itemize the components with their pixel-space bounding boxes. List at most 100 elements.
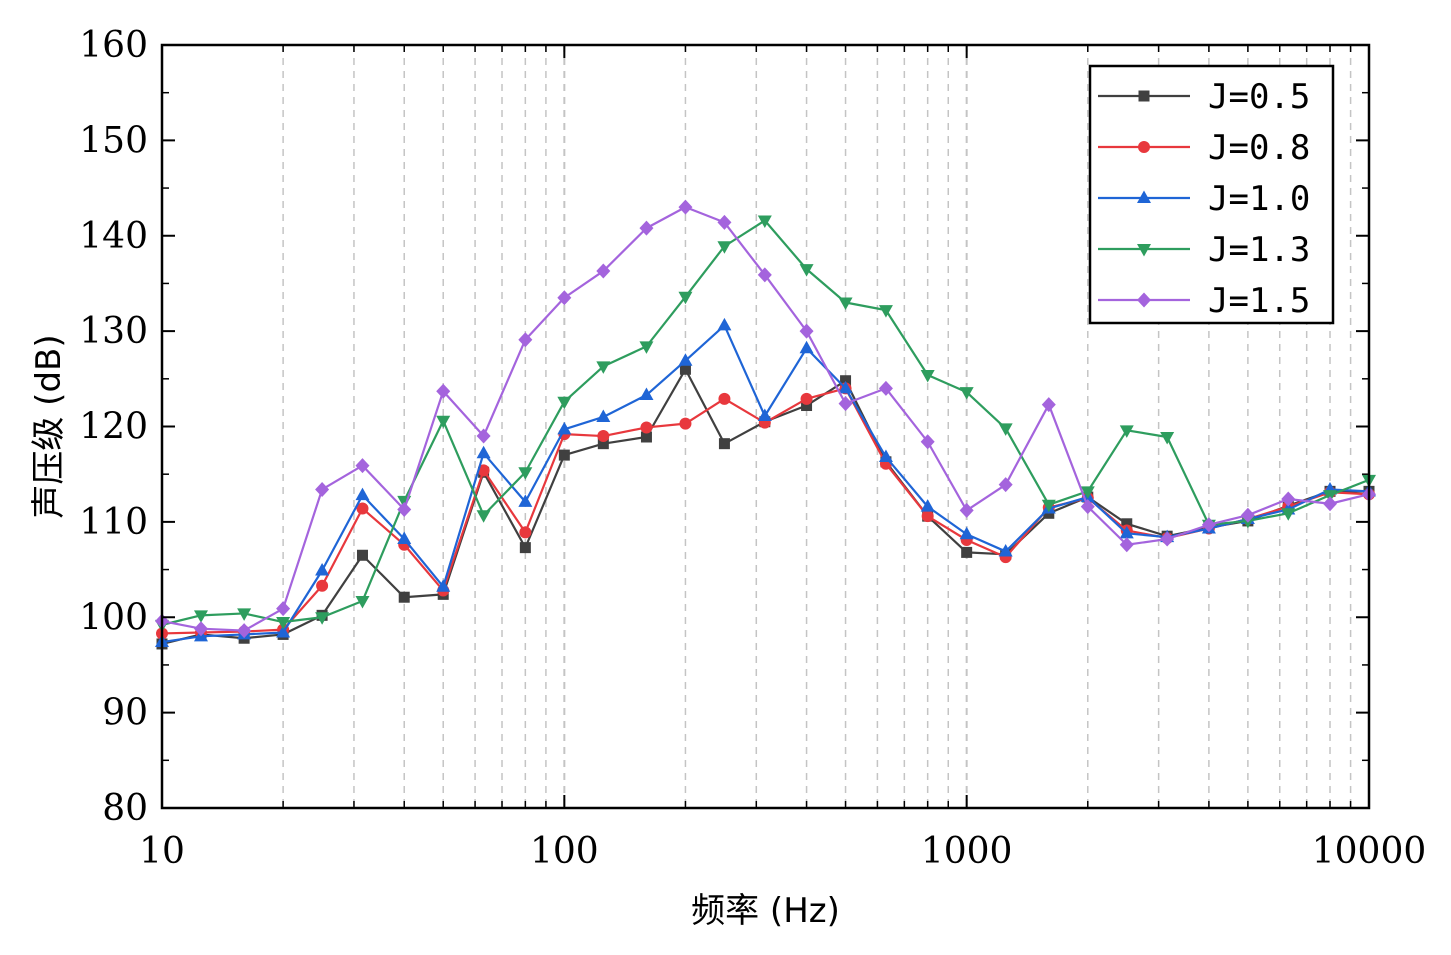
- data-point: [519, 542, 531, 554]
- data-point: [838, 380, 853, 394]
- y-tick-label: 120: [79, 407, 148, 448]
- data-point: [237, 623, 252, 639]
- data-point: [398, 591, 410, 603]
- x-tick-label: 10000: [1312, 831, 1427, 872]
- data-point: [193, 610, 208, 623]
- legend-marker: [1137, 244, 1151, 257]
- data-point: [840, 375, 852, 387]
- data-point: [998, 423, 1013, 436]
- y-tick-label: 140: [79, 216, 148, 257]
- y-tick-label: 100: [79, 597, 148, 638]
- axes: 80 90 100 110 120 130 140 150 160 10 100 1000 10000: [79, 25, 1426, 872]
- data-point: [959, 526, 974, 540]
- legend-entry: J=0.8: [1098, 128, 1310, 168]
- data-point: [679, 363, 691, 375]
- data-point: [878, 380, 893, 396]
- data-point: [476, 428, 491, 444]
- data-point: [276, 625, 291, 638]
- data-point: [639, 341, 654, 354]
- data-point: [878, 449, 893, 463]
- data-point: [838, 297, 853, 311]
- data-point: [799, 264, 814, 277]
- data-point: [1201, 517, 1216, 533]
- data-point: [518, 494, 533, 507]
- data-point: [315, 612, 330, 625]
- data-point: [315, 563, 330, 576]
- data-point: [476, 510, 491, 523]
- data-point: [436, 415, 451, 429]
- data-point: [639, 387, 654, 401]
- data-point: [597, 438, 609, 450]
- data-point: [640, 421, 653, 434]
- data-point: [276, 617, 291, 630]
- data-point: [558, 449, 570, 461]
- legend-label: J=1.3: [1208, 230, 1310, 270]
- x-tick-label: 10: [139, 831, 185, 872]
- data-point: [1119, 425, 1134, 438]
- legend-marker: [1137, 190, 1151, 203]
- data-point: [799, 323, 814, 339]
- data-point: [801, 400, 813, 412]
- legend-label: J=0.5: [1208, 77, 1310, 117]
- data-point: [639, 220, 654, 236]
- data-point: [596, 263, 611, 279]
- legend-entry: J=1.0: [1098, 179, 1310, 219]
- data-point: [959, 502, 974, 518]
- data-point: [397, 531, 412, 545]
- data-point: [1080, 486, 1095, 499]
- data-point: [998, 477, 1013, 493]
- data-point: [757, 215, 772, 228]
- legend-label: J=0.8: [1208, 128, 1310, 168]
- data-point: [1041, 397, 1056, 413]
- data-point: [878, 305, 893, 318]
- data-point: [678, 291, 693, 305]
- data-point: [1119, 525, 1134, 539]
- data-point: [193, 621, 208, 637]
- legend-marker: [1137, 292, 1151, 308]
- data-point: [757, 408, 772, 422]
- y-tick-label: 80: [102, 788, 148, 829]
- data-point: [961, 546, 973, 558]
- data-point: [557, 290, 572, 306]
- data-point: [355, 458, 370, 474]
- legend-label: J=1.0: [1208, 179, 1310, 219]
- data-point: [799, 340, 814, 354]
- y-tick-label: 150: [79, 120, 148, 161]
- data-point: [1323, 496, 1338, 512]
- data-point: [596, 409, 611, 422]
- data-point: [436, 579, 451, 592]
- legend-entry: J=1.5: [1098, 281, 1310, 321]
- series-3: [155, 317, 1376, 648]
- data-point: [679, 417, 692, 430]
- data-point: [356, 549, 368, 561]
- data-point: [315, 481, 330, 497]
- x-tick-label: 100: [530, 831, 599, 872]
- data-point: [356, 502, 369, 515]
- data-point: [959, 387, 974, 400]
- data-point: [436, 383, 451, 399]
- data-point: [355, 487, 370, 501]
- series-line: [161, 324, 1370, 644]
- y-tick-label: 160: [79, 25, 148, 66]
- data-point: [678, 199, 693, 215]
- y-tick-label: 90: [102, 693, 148, 734]
- data-point: [717, 241, 732, 254]
- data-point: [717, 214, 732, 230]
- data-point: [1281, 508, 1296, 521]
- data-point: [757, 267, 772, 283]
- data-point: [640, 431, 652, 443]
- data-point: [477, 464, 490, 477]
- legend-box: [1088, 64, 1335, 325]
- data-point: [920, 369, 935, 383]
- legend-entry: J=0.5: [1098, 77, 1310, 117]
- data-point: [921, 510, 934, 523]
- data-point: [718, 392, 731, 405]
- data-point: [920, 434, 935, 450]
- data-point: [717, 317, 732, 331]
- y-tick-label: 130: [79, 311, 148, 352]
- data-point: [597, 430, 610, 443]
- data-point: [557, 421, 572, 435]
- data-point: [1041, 499, 1056, 513]
- data-point: [397, 501, 412, 517]
